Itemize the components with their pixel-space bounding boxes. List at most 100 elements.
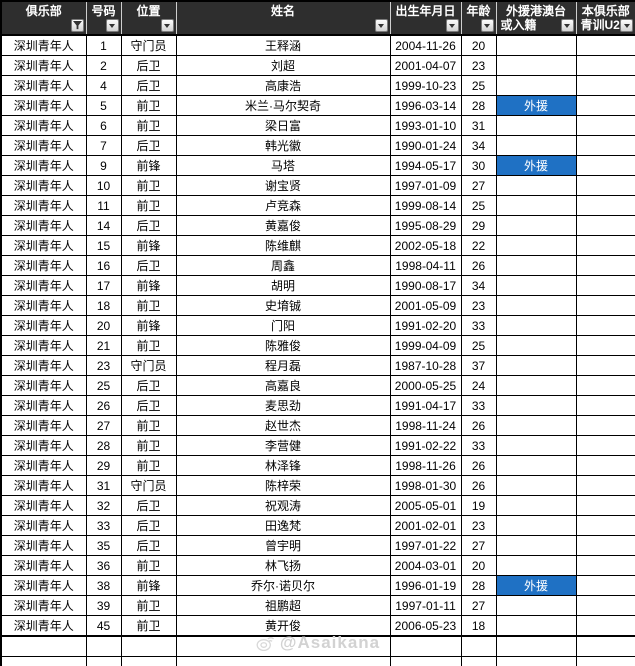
cell-club[interactable]: 深圳青年人 xyxy=(0,495,87,516)
cell-age[interactable]: 23 xyxy=(460,515,497,536)
cell-dob[interactable]: 1998-04-11 xyxy=(389,255,462,276)
cell-age[interactable]: 23 xyxy=(460,295,497,316)
cell-name[interactable]: 赵世杰 xyxy=(175,415,391,436)
cell-name[interactable]: 黄嘉俊 xyxy=(175,215,391,236)
cell-foreign[interactable] xyxy=(495,515,577,536)
cell-age[interactable]: 33 xyxy=(460,395,497,416)
cell-position[interactable]: 后卫 xyxy=(120,515,177,536)
cell-age[interactable]: 27 xyxy=(460,175,497,196)
cell-name[interactable]: 祖鹏超 xyxy=(175,595,391,616)
cell-number[interactable]: 26 xyxy=(85,395,122,416)
cell-position[interactable]: 后卫 xyxy=(120,375,177,396)
cell-club[interactable]: 深圳青年人 xyxy=(0,575,87,596)
cell-number[interactable]: 11 xyxy=(85,195,122,216)
cell-dob[interactable]: 1991-04-17 xyxy=(389,395,462,416)
cell-club[interactable]: 深圳青年人 xyxy=(0,295,87,316)
cell-number[interactable]: 17 xyxy=(85,275,122,296)
cell-age[interactable]: 34 xyxy=(460,275,497,296)
cell-foreign[interactable] xyxy=(495,595,577,616)
cell-foreign[interactable] xyxy=(495,115,577,136)
cell-name[interactable]: 韩光徽 xyxy=(175,135,391,156)
cell-position[interactable]: 前卫 xyxy=(120,435,177,456)
cell-youth[interactable] xyxy=(575,575,635,596)
cell-position[interactable]: 前卫 xyxy=(120,195,177,216)
cell-dob[interactable]: 1994-05-17 xyxy=(389,155,462,176)
cell-foreign[interactable] xyxy=(495,135,577,156)
cell-club[interactable] xyxy=(0,656,87,666)
cell-foreign[interactable] xyxy=(495,495,577,516)
cell-dob[interactable]: 2000-05-25 xyxy=(389,375,462,396)
cell-name[interactable]: 陈维麒 xyxy=(175,235,391,256)
cell-club[interactable]: 深圳青年人 xyxy=(0,175,87,196)
cell-name[interactable]: 门阳 xyxy=(175,315,391,336)
cell-youth[interactable] xyxy=(575,155,635,176)
cell-position[interactable]: 后卫 xyxy=(120,55,177,76)
cell-dob[interactable]: 1997-01-11 xyxy=(389,595,462,616)
cell-youth[interactable] xyxy=(575,95,635,116)
cell-age[interactable]: 24 xyxy=(460,375,497,396)
cell-age[interactable]: 33 xyxy=(460,435,497,456)
cell-position[interactable]: 前锋 xyxy=(120,315,177,336)
cell-age[interactable]: 26 xyxy=(460,415,497,436)
cell-dob[interactable]: 1990-08-17 xyxy=(389,275,462,296)
cell-youth[interactable] xyxy=(575,175,635,196)
cell-position[interactable]: 后卫 xyxy=(120,495,177,516)
cell-dob[interactable]: 1998-01-30 xyxy=(389,475,462,496)
cell-dob[interactable]: 2001-04-07 xyxy=(389,55,462,76)
cell-age[interactable]: 29 xyxy=(460,215,497,236)
cell-club[interactable]: 深圳青年人 xyxy=(0,615,87,637)
cell-age[interactable]: 26 xyxy=(460,255,497,276)
cell-dob[interactable] xyxy=(389,656,462,666)
cell-number[interactable]: 1 xyxy=(85,34,122,56)
cell-youth[interactable] xyxy=(575,515,635,536)
cell-name[interactable]: 谢宝贤 xyxy=(175,175,391,196)
cell-dob[interactable]: 2001-02-01 xyxy=(389,515,462,536)
cell-club[interactable]: 深圳青年人 xyxy=(0,555,87,576)
cell-foreign[interactable] xyxy=(495,55,577,76)
cell-youth[interactable] xyxy=(575,215,635,236)
cell-number[interactable]: 4 xyxy=(85,75,122,96)
cell-position[interactable]: 前锋 xyxy=(120,575,177,596)
cell-youth[interactable] xyxy=(575,34,635,56)
cell-position[interactable]: 前卫 xyxy=(120,455,177,476)
cell-youth[interactable] xyxy=(575,495,635,516)
cell-club[interactable]: 深圳青年人 xyxy=(0,355,87,376)
cell-name[interactable]: 周鑫 xyxy=(175,255,391,276)
cell-age[interactable]: 27 xyxy=(460,595,497,616)
cell-dob[interactable]: 1996-01-19 xyxy=(389,575,462,596)
cell-club[interactable] xyxy=(0,635,87,657)
cell-club[interactable]: 深圳青年人 xyxy=(0,195,87,216)
cell-dob[interactable]: 1991-02-20 xyxy=(389,315,462,336)
cell-age[interactable]: 28 xyxy=(460,575,497,596)
cell-club[interactable]: 深圳青年人 xyxy=(0,235,87,256)
filter-dropdown-button[interactable] xyxy=(374,19,388,32)
cell-youth[interactable] xyxy=(575,115,635,136)
cell-club[interactable]: 深圳青年人 xyxy=(0,535,87,556)
cell-name[interactable]: 黄开俊 xyxy=(175,615,391,637)
cell-number[interactable]: 35 xyxy=(85,535,122,556)
cell-number[interactable]: 32 xyxy=(85,495,122,516)
cell-age[interactable]: 25 xyxy=(460,335,497,356)
cell-age[interactable]: 30 xyxy=(460,155,497,176)
cell-youth[interactable] xyxy=(575,375,635,396)
cell-foreign[interactable] xyxy=(495,355,577,376)
cell-number[interactable] xyxy=(85,635,122,657)
cell-name[interactable]: 马塔 xyxy=(175,155,391,176)
cell-dob[interactable]: 1996-03-14 xyxy=(389,95,462,116)
cell-dob[interactable]: 1997-01-22 xyxy=(389,535,462,556)
cell-number[interactable]: 38 xyxy=(85,575,122,596)
cell-foreign[interactable] xyxy=(495,555,577,576)
cell-position[interactable]: 前锋 xyxy=(120,275,177,296)
cell-age[interactable]: 20 xyxy=(460,555,497,576)
cell-club[interactable]: 深圳青年人 xyxy=(0,55,87,76)
cell-club[interactable]: 深圳青年人 xyxy=(0,595,87,616)
cell-club[interactable]: 深圳青年人 xyxy=(0,34,87,56)
cell-position[interactable]: 后卫 xyxy=(120,75,177,96)
cell-age[interactable]: 23 xyxy=(460,55,497,76)
cell-number[interactable]: 29 xyxy=(85,455,122,476)
cell-foreign[interactable] xyxy=(495,315,577,336)
cell-position[interactable]: 前卫 xyxy=(120,595,177,616)
cell-foreign[interactable] xyxy=(495,175,577,196)
cell-dob[interactable]: 1995-08-29 xyxy=(389,215,462,236)
cell-name[interactable]: 梁日富 xyxy=(175,115,391,136)
